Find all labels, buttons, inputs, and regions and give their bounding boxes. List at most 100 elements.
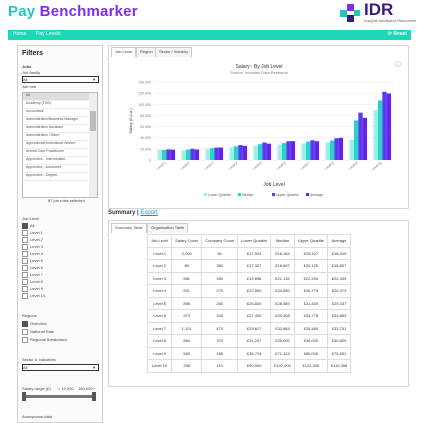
job-level-checkbox[interactable]: Level 10 [22, 293, 45, 299]
job-level-option-label: All [30, 223, 35, 229]
table-header-cell[interactable]: Median [270, 234, 295, 248]
region-checkbox[interactable]: Overview [22, 321, 47, 327]
y-tick-label: 140,000 [138, 81, 151, 85]
table-header-cell[interactable]: Upper Quartile [293, 234, 328, 248]
table-cell: 521 [171, 284, 203, 298]
job-level-checkbox[interactable]: Level 9 [22, 286, 43, 292]
job-level-checkbox[interactable]: Level 5 [22, 258, 43, 264]
job-role-option[interactable]: Administration/Business Manager [23, 117, 97, 125]
salary-slider[interactable] [22, 392, 96, 401]
bar [277, 144, 282, 160]
export-link[interactable]: Export [140, 210, 158, 216]
job-level-option-label: Level 6 [30, 265, 43, 271]
table-header-cell[interactable]: Lower Quartile [237, 234, 272, 248]
job-role-option[interactable]: Apprentice - Advanced [23, 165, 97, 173]
checkbox-icon[interactable] [22, 258, 28, 264]
job-role-option[interactable]: Apprentice - Degree [23, 173, 97, 181]
region-checkbox[interactable]: Regional Breakdown [22, 337, 67, 343]
legend-label: Upper Quartile [276, 193, 299, 197]
bar [205, 149, 210, 160]
table-row: Level 4 521 270 £22,550 £24,650 £26,775 £25,37… [146, 284, 352, 298]
reset-button[interactable]: ⟳ Reset [387, 31, 407, 37]
job-level-checkbox[interactable]: All [22, 223, 34, 229]
tab-region[interactable]: Region [136, 47, 157, 57]
checkbox-icon[interactable] [22, 272, 28, 278]
tab-sector-industry[interactable]: Sector / Industry [155, 47, 193, 57]
table-cell: 973 [171, 309, 203, 323]
region-checkbox[interactable]: National Rate [22, 329, 54, 335]
table-cell: £31,430 [293, 296, 328, 310]
bar [157, 150, 162, 160]
table-cell: £22,294 [293, 271, 328, 285]
table-cell: 270 [201, 284, 239, 298]
checkbox-icon[interactable] [22, 265, 28, 271]
bar [194, 149, 200, 160]
bar [329, 140, 335, 160]
salary-slider-min-handle[interactable] [22, 392, 26, 401]
job-role-option[interactable]: Apprentice - Intermediate [23, 157, 97, 165]
job-role-option[interactable]: All [23, 93, 97, 101]
x-tick-label: Level 5 [252, 161, 263, 171]
scrollbar-thumb[interactable] [90, 111, 96, 131]
checkbox-icon[interactable] [22, 329, 28, 335]
job-role-option[interactable]: Agricultural/Horticultural Worker [23, 141, 97, 149]
table-cell: 583 [171, 346, 203, 360]
table-header-cell[interactable]: Average [326, 234, 352, 248]
table-cell: £107,000 [270, 359, 295, 373]
bar [373, 109, 378, 160]
list-scrollbar[interactable] [89, 93, 97, 197]
table-header-cell[interactable]: Salary Count [171, 234, 203, 248]
job-role-option[interactable]: Administration Assistant [23, 125, 97, 133]
checkbox-icon[interactable] [22, 286, 28, 292]
table-cell: 185 [201, 346, 239, 360]
job-role-option[interactable]: Animal Care Practitioner [23, 149, 97, 157]
checkbox-icon[interactable] [22, 244, 28, 250]
bar [209, 148, 215, 160]
tab-summary-table[interactable]: Summary Table [111, 223, 147, 233]
checkbox-icon[interactable] [22, 237, 28, 243]
checkbox-icon[interactable] [22, 321, 28, 327]
nav-pay-levels[interactable]: Pay Levels [36, 31, 61, 37]
table-cell: £35,000 [270, 334, 295, 348]
job-role-option[interactable]: Administration Officer [23, 133, 97, 141]
bar [325, 142, 330, 160]
summary-panel: Summary Table Organisation Table Job Lev… [108, 220, 409, 387]
tab-organisation-table[interactable]: Organisation Table [147, 223, 189, 233]
tab-job-level[interactable]: Job Level [111, 47, 137, 57]
job-level-checkbox[interactable]: Level 8 [22, 279, 43, 285]
bar [242, 145, 248, 160]
table-cell: 206 [171, 359, 203, 373]
table-row: Level 1 2,000 81 £17,924 £18,184 £19,107 £18,4… [146, 246, 352, 260]
job-level-checkbox[interactable]: Level 7 [22, 272, 43, 278]
nav-bar: Home Pay Levels ⟳ Reset [8, 30, 411, 40]
checkbox-icon[interactable] [22, 230, 28, 236]
bar [257, 144, 263, 160]
job-level-checkbox[interactable]: Level 3 [22, 244, 43, 250]
checkbox-icon[interactable] [22, 223, 28, 229]
checkbox-icon[interactable] [22, 251, 28, 257]
checkbox-icon[interactable] [22, 337, 28, 343]
checkbox-icon[interactable] [22, 279, 28, 285]
job-level-checkbox[interactable]: Level 2 [22, 237, 43, 243]
table-cell: £28,385 [270, 296, 295, 310]
bar [161, 149, 167, 160]
table-cell: Level 10 [146, 359, 173, 373]
idr-logo-icon [340, 4, 360, 22]
table-cell: Level 8 [146, 334, 173, 348]
region-option-label: Regional Breakdown [30, 337, 67, 343]
job-level-checkbox[interactable]: Level 6 [22, 265, 43, 271]
job-role-option[interactable]: Accountant [23, 109, 97, 117]
bar [377, 100, 383, 160]
table-header-cell[interactable]: Job Level [146, 234, 173, 248]
job-role-option[interactable]: Academy (TOD) [23, 101, 97, 109]
checkbox-icon[interactable] [22, 293, 28, 299]
table-header-cell[interactable]: Company Count [201, 234, 239, 248]
job-role-list[interactable]: All Academy (TOD) Accountant Administration… [22, 92, 98, 198]
sector-select[interactable]: All ▼ [22, 364, 99, 371]
salary-slider-max-handle[interactable] [92, 392, 96, 401]
job-family-select[interactable]: All ▼ [22, 76, 99, 83]
roles-selected-note: 87 job roles selected [48, 198, 85, 203]
nav-home[interactable]: Home [13, 31, 27, 37]
job-level-checkbox[interactable]: Level 4 [22, 251, 43, 257]
job-level-checkbox[interactable]: Level 1 [22, 230, 43, 236]
